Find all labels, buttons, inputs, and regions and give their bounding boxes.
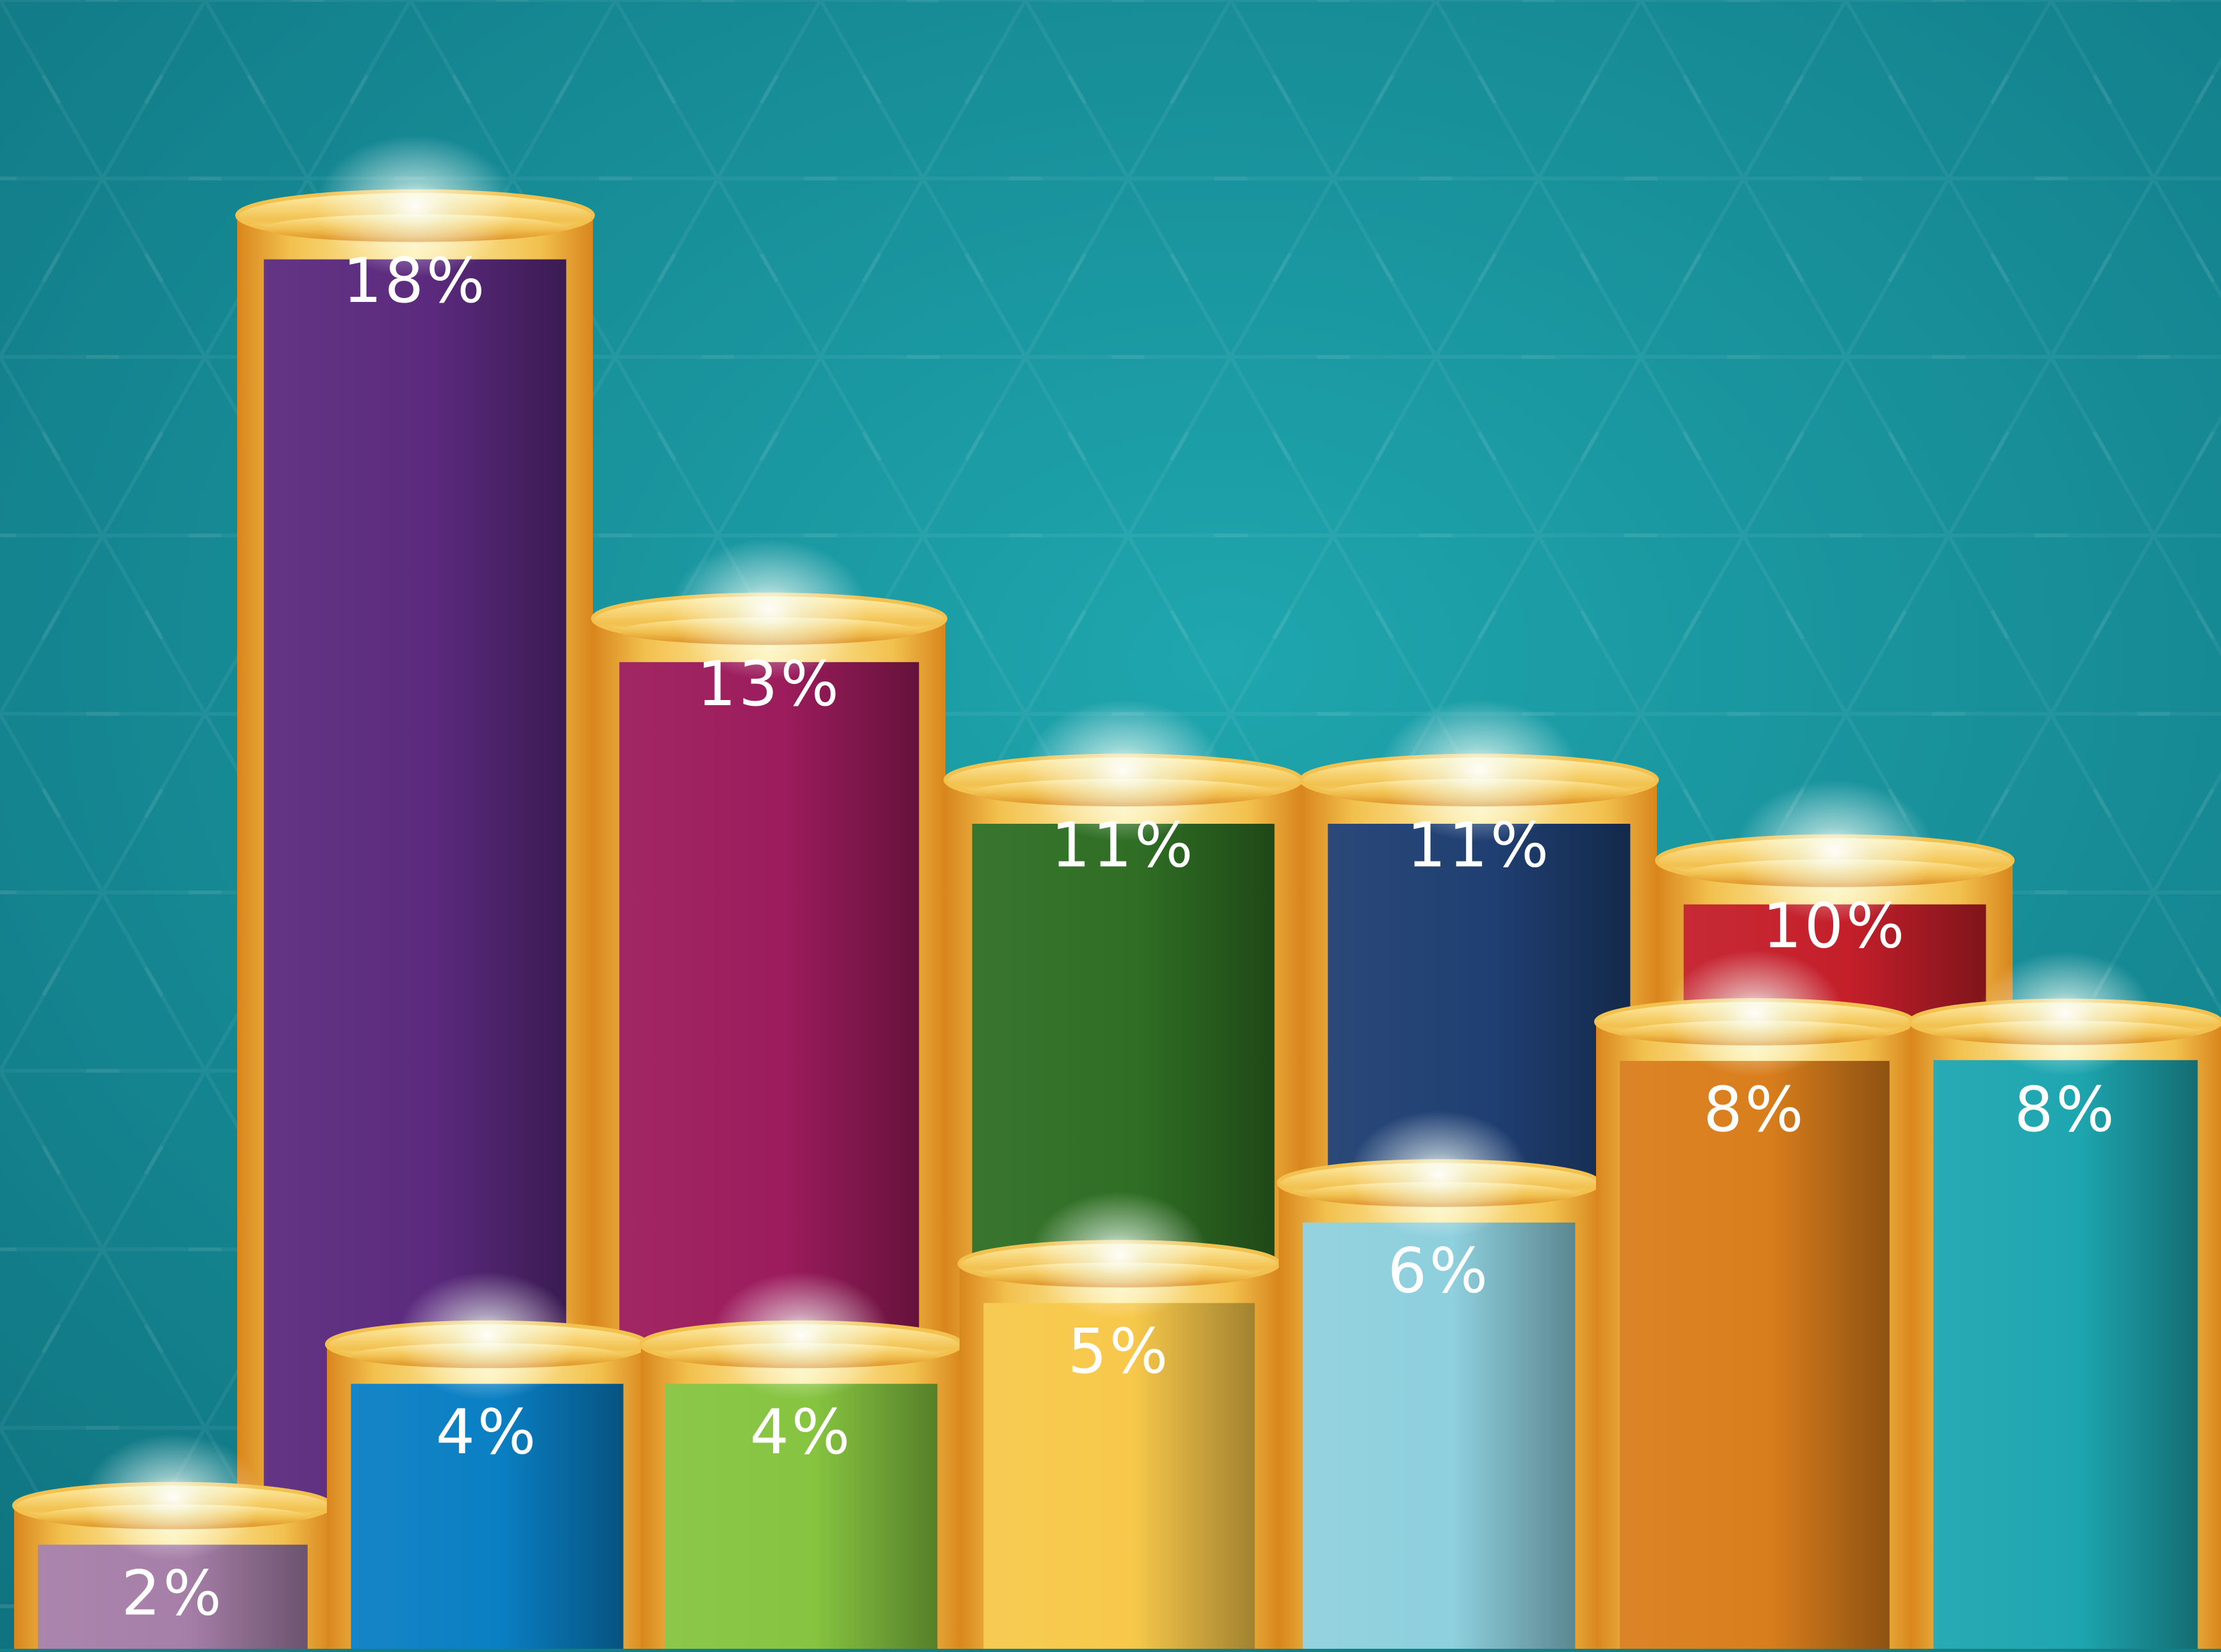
background-star-pattern xyxy=(1317,253,1555,462)
background-star-pattern xyxy=(1317,0,1555,104)
bar-body xyxy=(351,1383,624,1652)
background-star-pattern xyxy=(1829,431,2068,640)
bar-12: 8% xyxy=(1908,951,2221,1652)
bar-body xyxy=(38,1544,308,1652)
background-star-pattern xyxy=(804,431,1042,640)
background-star-pattern xyxy=(1932,610,2170,818)
bar-9: 6% xyxy=(1277,1110,1601,1652)
bar-glow xyxy=(1029,1191,1209,1319)
background-star-pattern xyxy=(0,1145,222,1354)
bar-value-label: 8% xyxy=(1703,1074,1806,1146)
background-star-pattern xyxy=(0,788,222,997)
background-star-pattern xyxy=(1829,74,2068,283)
bar-value-label: 11% xyxy=(1051,809,1195,881)
background-star-pattern xyxy=(701,253,940,462)
background-star-pattern xyxy=(804,74,1042,283)
background-star-pattern xyxy=(86,0,324,104)
background-star-pattern xyxy=(1009,74,1247,283)
background-star-pattern xyxy=(1419,74,1658,283)
background-star-pattern xyxy=(1932,0,2170,104)
bar-glow xyxy=(1665,949,1844,1077)
background-star-pattern xyxy=(0,253,119,462)
background-star-pattern xyxy=(599,74,837,283)
bar-value-label: 5% xyxy=(1068,1315,1170,1387)
background-star-pattern xyxy=(2137,610,2221,818)
bar-body xyxy=(665,1383,938,1652)
bar-value-label: 11% xyxy=(1407,809,1551,881)
bar-glow xyxy=(83,1433,262,1561)
background-star-pattern xyxy=(906,253,1145,462)
background-star-pattern xyxy=(496,0,735,104)
background-star-pattern xyxy=(1932,253,2170,462)
background-star-pattern xyxy=(1009,431,1247,640)
background-star-pattern xyxy=(1111,0,1350,104)
background-star-pattern xyxy=(2034,431,2221,640)
bar-7: 5% xyxy=(958,1191,1281,1652)
bar-value-label: 8% xyxy=(2014,1074,2117,1146)
background-star-pattern xyxy=(906,0,1145,104)
bar-1: 2% xyxy=(12,1433,333,1652)
background-star-pattern xyxy=(2034,788,2221,997)
background-star-pattern xyxy=(1419,431,1658,640)
bar-glow xyxy=(670,538,868,680)
bar-body xyxy=(1933,1060,2198,1652)
bar-glow xyxy=(711,1271,891,1400)
bar-value-label: 13% xyxy=(697,648,841,720)
background-star-pattern xyxy=(1214,431,1452,640)
bar-5: 4% xyxy=(639,1271,963,1652)
background-star-pattern xyxy=(701,0,940,104)
background-star-pattern xyxy=(0,967,119,1175)
bar-body xyxy=(983,1303,1255,1652)
bar-body xyxy=(1620,1060,1890,1652)
bar-glow xyxy=(1024,699,1223,842)
bar-glow xyxy=(315,135,515,278)
bar-value-label: 4% xyxy=(436,1396,538,1468)
background-star-pattern xyxy=(1522,253,1760,462)
bar-11: 8% xyxy=(1594,949,1915,1652)
background-star-pattern xyxy=(1111,253,1350,462)
bar-glow xyxy=(1735,780,1934,922)
background-star-pattern xyxy=(1214,74,1452,283)
bar-body xyxy=(1302,1222,1576,1652)
background-star-pattern xyxy=(0,0,119,104)
bar-value-label: 18% xyxy=(343,245,487,317)
bar-glow xyxy=(1349,1110,1529,1239)
background-star-pattern xyxy=(1624,431,1863,640)
bar-glow xyxy=(397,1271,577,1400)
bar-glow xyxy=(1379,699,1579,842)
background-star-pattern xyxy=(1727,0,1965,104)
front-row-bars: 2% 4% 4% 5% 6% 8% 8% xyxy=(12,949,2221,1652)
bar-value-label: 2% xyxy=(121,1557,224,1629)
background-star-pattern xyxy=(1727,253,1965,462)
background-star-pattern xyxy=(0,610,119,818)
background-star-pattern xyxy=(1727,610,1965,818)
background-star-pattern xyxy=(1624,74,1863,283)
bar-value-label: 6% xyxy=(1388,1235,1490,1306)
background-star-pattern xyxy=(2137,253,2221,462)
bar-3: 4% xyxy=(325,1271,649,1652)
background-star-pattern xyxy=(0,431,222,640)
background-star-pattern xyxy=(0,74,222,283)
bar-glow xyxy=(1978,951,2153,1076)
background-star-pattern xyxy=(291,0,529,104)
background-star-pattern xyxy=(2034,74,2221,283)
background-star-pattern xyxy=(1522,0,1760,104)
bar-value-label: 10% xyxy=(1763,890,1907,962)
bar-value-label: 4% xyxy=(750,1396,853,1468)
background-star-pattern xyxy=(0,1323,119,1532)
